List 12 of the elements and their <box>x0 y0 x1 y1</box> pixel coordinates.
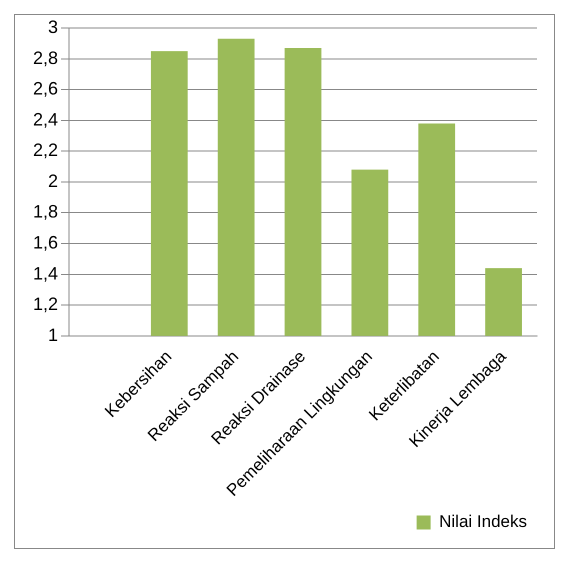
y-tick-label: 1,6 <box>32 232 58 252</box>
y-tick-label: 2,2 <box>32 140 58 160</box>
y-tick-label: 2 <box>48 170 58 191</box>
y-tick-label: 2,6 <box>32 78 58 99</box>
y-tick-label: 3 <box>48 16 58 37</box>
y-tick-label: 2,4 <box>32 109 58 130</box>
y-tick-label: 2,8 <box>32 48 58 68</box>
y-tick-label: 1 <box>48 324 58 345</box>
y-tick-label: 1,2 <box>32 294 58 314</box>
y-tick-label: 1,4 <box>32 263 58 284</box>
y-tick-label: 1,8 <box>32 202 58 222</box>
legend-label: Nilai Indeks <box>439 512 528 532</box>
